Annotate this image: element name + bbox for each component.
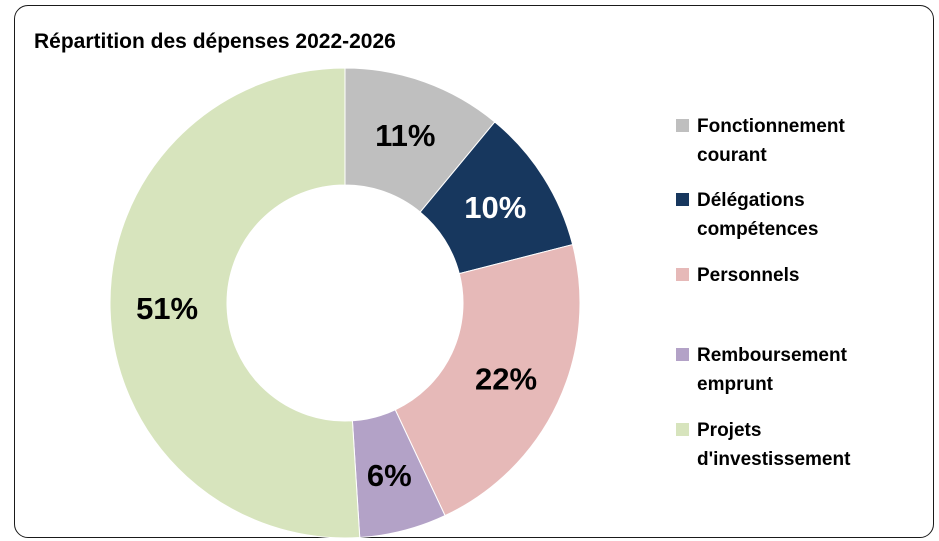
legend-item-personnels: Personnels bbox=[676, 261, 799, 290]
legend-item-projets: Projets d'investissement bbox=[676, 416, 850, 474]
legend-swatch-fonctionnement bbox=[676, 119, 689, 132]
data-label-personnels: 22% bbox=[475, 361, 537, 396]
data-label-delegations-competences: 10% bbox=[464, 190, 526, 225]
legend-label-fonctionnement: Fonctionnement courant bbox=[697, 116, 845, 166]
legend-item-remboursement: Remboursement emprunt bbox=[676, 341, 847, 399]
data-label-projets-d-investissement: 51% bbox=[136, 291, 198, 326]
legend-label-personnels: Personnels bbox=[697, 265, 800, 286]
legend-swatch-remboursement bbox=[676, 348, 689, 361]
chart-title: Répartition des dépenses 2022-2026 bbox=[34, 30, 396, 53]
legend-item-fonctionnement: Fonctionnement courant bbox=[676, 112, 845, 170]
legend-swatch-personnels bbox=[676, 268, 689, 281]
slice-personnels bbox=[394, 243, 581, 517]
data-label-remboursement-emprunt: 6% bbox=[367, 458, 412, 493]
data-label-fonctionnement-courant: 11% bbox=[375, 118, 435, 153]
legend-item-delegations: Délégations compétences bbox=[676, 186, 818, 244]
legend-label-projets: Projets d'investissement bbox=[697, 420, 851, 470]
slice-projets-d-investissement bbox=[109, 67, 361, 539]
legend-label-remboursement: Remboursement emprunt bbox=[697, 345, 847, 395]
legend-label-delegations: Délégations compétences bbox=[697, 190, 819, 240]
legend-swatch-projets bbox=[676, 423, 689, 436]
donut-data-labels: 11% 10% 22% 6% 51% bbox=[136, 118, 537, 493]
donut-slices bbox=[109, 67, 581, 539]
legend-swatch-delegations bbox=[676, 193, 689, 206]
